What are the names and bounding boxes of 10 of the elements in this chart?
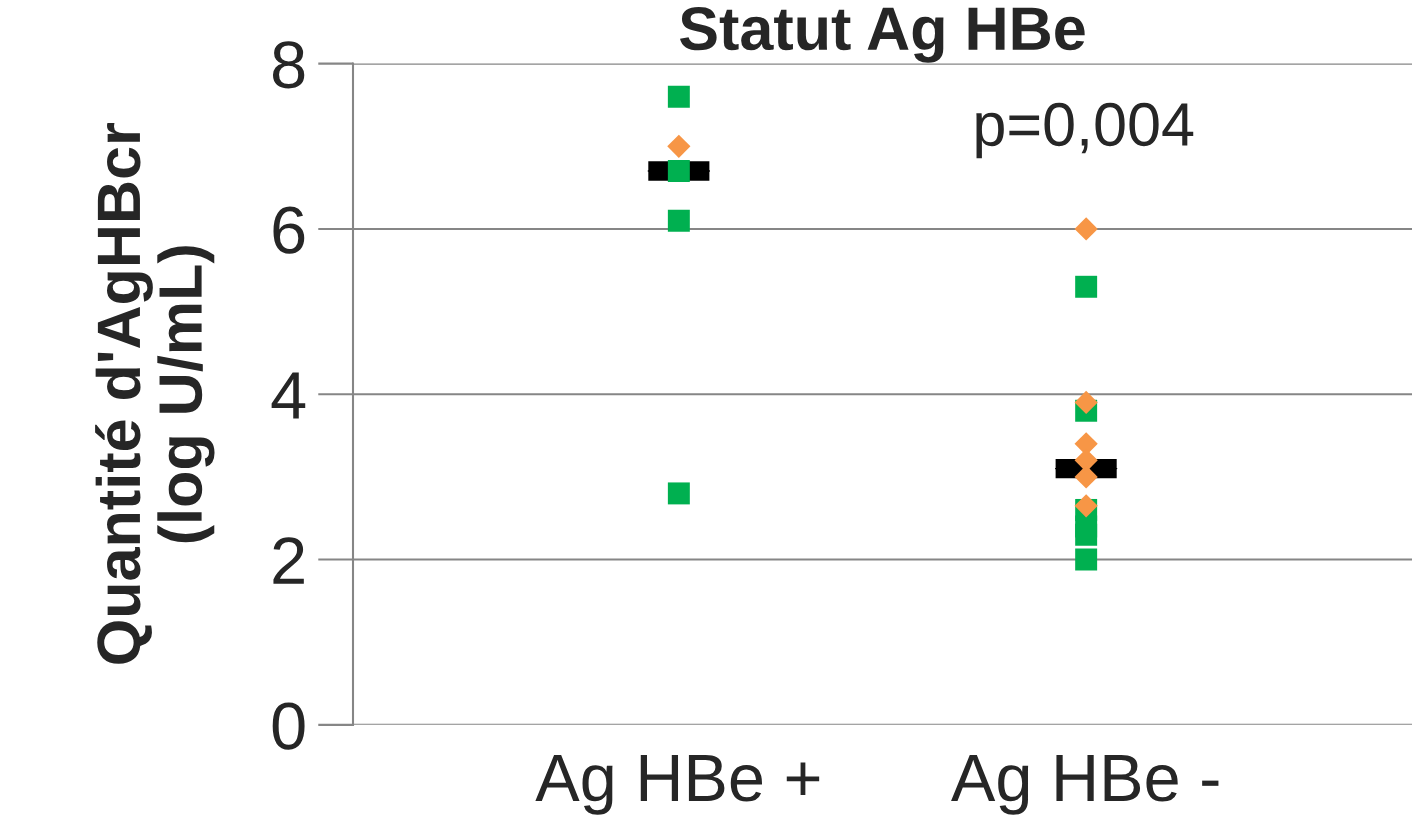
y-tick-label: 2 [273,537,304,584]
annotation: p=0,004 [976,102,1194,159]
x-tick-label: Ag HBe + [535,755,820,815]
y-tick-label: 4 [271,372,306,419]
chart-title: Statut Ag HBe [680,7,1085,63]
y-axis-title: Quantité d'AgHBcr (log U/mL) [95,123,215,664]
y-tick-label: 8 [272,41,305,89]
x-tick-label: Ag HBe - [951,755,1219,815]
y-tick-label: 0 [272,702,305,750]
y-tick-label: 6 [273,206,305,254]
